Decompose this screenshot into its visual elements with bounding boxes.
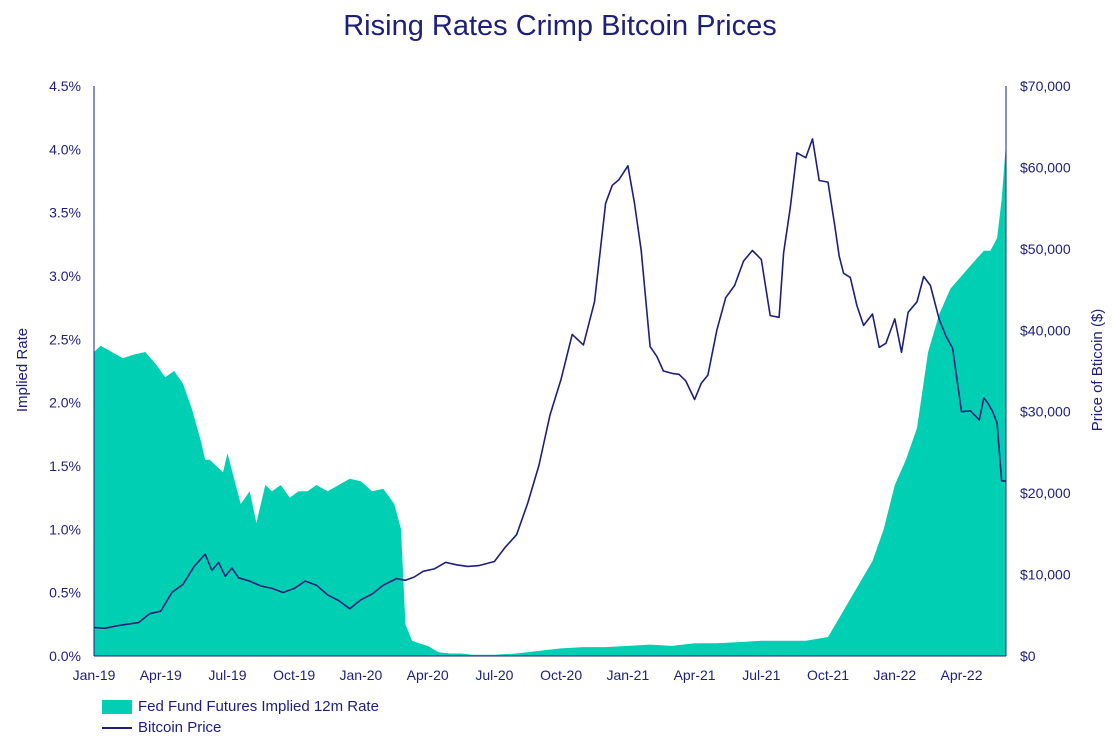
x-tick-label: Jan-19 <box>73 667 116 683</box>
right-axis-ticks: $0 $10,000 $20,000 $30,000 $40,000 $50,000 $60… <box>1020 78 1071 664</box>
x-tick-label: Jul-21 <box>742 667 780 683</box>
legend-swatch-line <box>102 726 132 729</box>
x-tick-label: Oct-19 <box>273 667 315 683</box>
right-tick-label: $10,000 <box>1020 567 1071 583</box>
left-tick-label: 1.5% <box>49 458 81 474</box>
left-tick-label: 4.0% <box>49 141 81 157</box>
left-axis-ticks: 0.0% 0.5% 1.0% 1.5% 2.0% 2.5% 3.0% 3.5% 4.0% 4.5% <box>49 78 81 664</box>
left-tick-label: 2.5% <box>49 331 81 347</box>
right-tick-label: $50,000 <box>1020 241 1071 257</box>
left-tick-label: 3.5% <box>49 205 81 221</box>
left-tick-label: 4.5% <box>49 78 81 94</box>
x-tick-label: Apr-20 <box>407 667 449 683</box>
legend: Fed Fund Futures Implied 12m Rate Bitcoi… <box>102 696 379 738</box>
left-tick-label: 3.0% <box>49 268 81 284</box>
legend-swatch-area <box>102 699 132 714</box>
right-tick-label: $0 <box>1020 648 1036 664</box>
right-tick-label: $20,000 <box>1020 485 1071 501</box>
x-axis-ticks: Jan-19 Apr-19 Jul-19 Oct-19 Jan-20 Apr-20 Jul-… <box>73 667 983 683</box>
right-tick-label: $70,000 <box>1020 78 1071 94</box>
left-tick-label: 0.5% <box>49 585 81 601</box>
x-tick-label: Jul-20 <box>475 667 513 683</box>
chart-title: Rising Rates Crimp Bitcoin Prices <box>343 10 777 42</box>
legend-item-rate: Fed Fund Futures Implied 12m Rate <box>102 696 379 717</box>
legend-label-rate: Fed Fund Futures Implied 12m Rate <box>138 698 379 715</box>
x-tick-label: Jan-22 <box>873 667 916 683</box>
left-tick-label: 1.0% <box>49 521 81 537</box>
x-tick-label: Jul-19 <box>208 667 246 683</box>
bitcoin-line-series <box>93 138 1006 630</box>
x-tick-label: Apr-21 <box>674 667 716 683</box>
y-right-axis-label: Price of Bticoin ($) <box>1089 309 1106 432</box>
bitcoin-line <box>93 138 1006 630</box>
x-tick-label: Oct-21 <box>807 667 849 683</box>
left-tick-label: 2.0% <box>49 395 81 411</box>
x-tick-label: Jan-20 <box>340 667 383 683</box>
legend-label-bitcoin: Bitcoin Price <box>138 719 222 736</box>
y-left-axis-label: Implied Rate <box>14 328 31 412</box>
x-tick-label: Oct-20 <box>540 667 582 683</box>
right-tick-label: $40,000 <box>1020 322 1071 338</box>
right-tick-label: $60,000 <box>1020 159 1071 175</box>
x-tick-label: Jan-21 <box>606 667 649 683</box>
right-tick-label: $30,000 <box>1020 404 1071 420</box>
legend-item-bitcoin: Bitcoin Price <box>102 717 379 738</box>
rate-area-series <box>94 143 1006 656</box>
rate-area <box>94 143 1006 656</box>
axes <box>93 86 1007 657</box>
x-tick-label: Apr-22 <box>940 667 982 683</box>
x-tick-label: Apr-19 <box>140 667 182 683</box>
left-tick-label: 0.0% <box>49 648 81 664</box>
